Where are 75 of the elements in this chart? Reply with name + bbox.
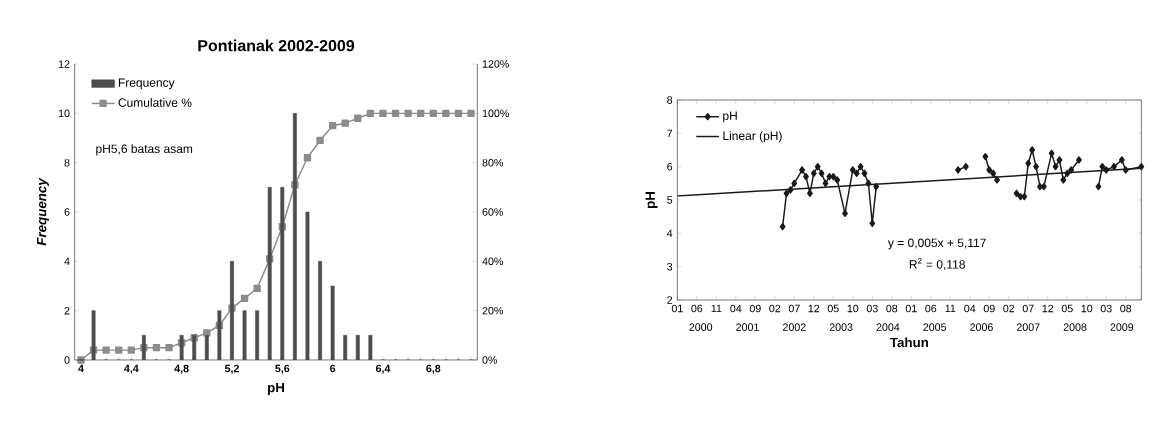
y-tick-label: 6 [667, 162, 673, 171]
x-tick-label: 6,8 [426, 364, 441, 374]
y2-tick-label: 20% [482, 306, 504, 315]
x2-tick-label: 2008 [1063, 323, 1087, 331]
x-axis-title: pH [268, 382, 285, 395]
x-tick-label: 12 [1042, 304, 1054, 313]
x-tick-label: 5,2 [224, 364, 239, 374]
chart-title: Pontianak 2002-2009 [198, 39, 355, 52]
annotation: pH5,6 batas asam [96, 144, 193, 156]
x-tick-label: 04 [964, 304, 976, 313]
x-tick-label: 07 [1022, 304, 1034, 313]
x-tick-label: 06 [691, 304, 703, 313]
x2-tick-label: 2009 [1110, 323, 1134, 331]
y-tick-label: 4 [64, 257, 70, 265]
y2-tick-label: 120% [482, 60, 509, 68]
x2-tick-label: 2004 [876, 323, 900, 331]
x2-tick-label: 2001 [736, 323, 759, 331]
x-tick-label: 09 [983, 304, 995, 313]
x-tick-label: 04 [730, 304, 742, 313]
x-tick-label: 4 [78, 364, 84, 373]
x-tick-label: 11 [945, 304, 956, 313]
y-tick-label: 10 [58, 109, 70, 118]
y-tick-label: 3 [667, 262, 673, 271]
y-tick-label: 4 [666, 229, 673, 237]
x-tick-label: 08 [1120, 304, 1132, 313]
y-tick-label: 12 [58, 60, 70, 68]
x-tick-label: 4,4 [124, 364, 139, 374]
x-tick-label: 4,8 [174, 364, 189, 374]
y2-tick-label: 60% [482, 208, 504, 216]
y-tick-label: 8 [667, 96, 673, 104]
x-tick-label: 07 [788, 304, 800, 313]
x-tick-label: 03 [866, 304, 878, 313]
x-tick-label: 10 [1081, 304, 1093, 313]
x-tick-label: 05 [827, 304, 839, 313]
y2-tick-label: 100% [482, 109, 509, 118]
x-tick-label: 11 [711, 304, 722, 313]
x-tick-label: 02 [1003, 304, 1015, 313]
annotation: R$^{2}$ = 0,118 [909, 257, 965, 271]
x-tick-label: 12 [808, 304, 820, 313]
y-axis-title: Frequency [37, 177, 49, 246]
x-tick-label: 02 [769, 304, 781, 313]
x-tick-label: 06 [925, 304, 937, 313]
y2-tick-label: 80% [482, 158, 504, 167]
legend-label: Cumulative % [118, 98, 192, 107]
y2-tick-label: 0% [482, 356, 498, 364]
x-tick-label: 5,6 [275, 364, 290, 374]
legend-label: Linear (pH) [723, 131, 782, 143]
legend-label: pH [723, 111, 737, 123]
x-tick-label: 10 [847, 304, 859, 313]
x-tick-label: 03 [1100, 304, 1112, 313]
x-tick-label: 6,4 [375, 364, 391, 374]
x-tick-label: 05 [1061, 304, 1073, 313]
y-tick-label: 5 [667, 196, 673, 204]
x-tick-label: 09 [749, 304, 761, 313]
x2-tick-label: 2003 [829, 323, 853, 331]
y-tick-label: 2 [64, 306, 70, 315]
x2-tick-label: 2002 [782, 323, 806, 331]
y-tick-label: 0 [64, 356, 70, 364]
x-axis-title: Tahun [889, 337, 929, 348]
x2-tick-label: 2005 [923, 323, 947, 331]
x2-tick-label: 2007 [1016, 323, 1040, 331]
y-axis-title: pH [645, 191, 658, 208]
y-tick-label: 2 [667, 296, 673, 304]
y-tick-label: 8 [64, 158, 70, 167]
y-tick-label: 6 [64, 208, 70, 216]
y2-tick-label: 40% [482, 257, 504, 266]
x-tick-label: 01 [671, 304, 683, 313]
legend-label: Frequency [118, 78, 175, 90]
x-tick-label: 01 [905, 304, 917, 313]
y-tick-label: 7 [667, 129, 673, 137]
x-tick-label: 6 [330, 364, 336, 373]
annotation: y = 0,005x + 5,117 [887, 238, 986, 250]
x2-tick-label: 2000 [689, 323, 713, 331]
x2-tick-label: 2006 [970, 323, 993, 331]
x-tick-label: 08 [886, 304, 898, 313]
